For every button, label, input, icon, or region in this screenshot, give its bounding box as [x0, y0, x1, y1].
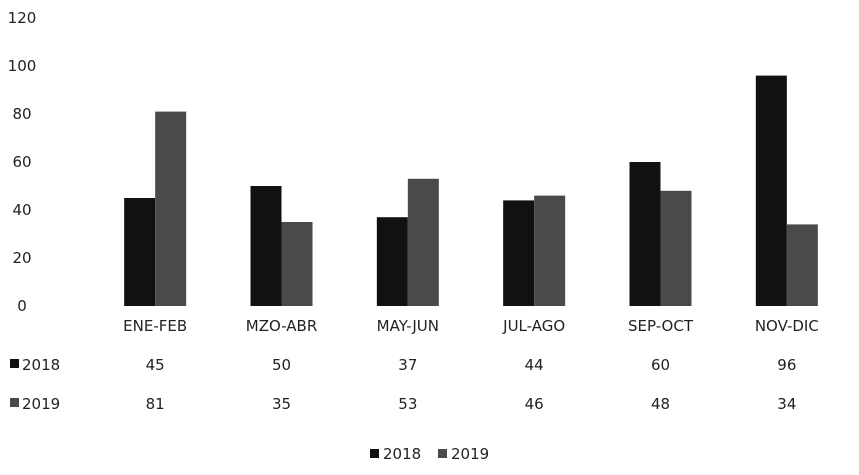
x-category-label: MZO-ABR: [246, 317, 318, 335]
x-category-label: NOV-DIC: [755, 317, 819, 335]
legend: 2018 2019: [370, 445, 489, 463]
table-legend-key: [10, 359, 19, 368]
table-value: 96: [777, 356, 796, 374]
bar-2018-may-jun: [376, 217, 408, 306]
table-value: 44: [525, 356, 544, 374]
table-legend-key: [10, 398, 19, 407]
x-axis-labels: ENE-FEB MZO-ABR MAY-JUN JUL-AGO SEP-OCT NOV-D…: [123, 317, 819, 335]
y-tick-label: 120: [8, 9, 37, 27]
y-tick-label: 20: [12, 249, 31, 267]
table-value: 35: [272, 395, 291, 413]
legend-swatch: [370, 449, 379, 458]
table-row-label: 2019: [22, 395, 60, 413]
bar-2018-jul-ago: [503, 200, 535, 306]
table-value: 50: [272, 356, 291, 374]
bar-2019-jul-ago: [534, 195, 566, 306]
legend-swatch: [438, 449, 447, 458]
table-value: 46: [525, 395, 544, 413]
bar-2019-may-jun: [407, 178, 439, 306]
y-tick-label: 100: [8, 57, 37, 75]
bar-2019-nov-dic: [786, 224, 818, 306]
table-value: 48: [651, 395, 670, 413]
y-axis: 0 20 40 60 80 100 120: [8, 9, 37, 315]
x-category-label: SEP-OCT: [628, 317, 694, 335]
bar-2019-mzo-abr: [281, 222, 313, 306]
bar-2019-sep-oct: [660, 190, 692, 306]
y-tick-label: 40: [12, 201, 31, 219]
bar-2018-mzo-abr: [250, 186, 282, 306]
table-value: 34: [777, 395, 796, 413]
table-value: 53: [398, 395, 417, 413]
bar-2018-sep-oct: [629, 162, 661, 306]
table-value: 60: [651, 356, 670, 374]
x-category-label: ENE-FEB: [123, 317, 187, 335]
table-value: 37: [398, 356, 417, 374]
bar-2019-ene-feb: [155, 111, 187, 306]
legend-entry: 2019: [451, 445, 489, 463]
table-value: 45: [146, 356, 165, 374]
bar-2018-nov-dic: [755, 75, 787, 306]
y-tick-label: 80: [12, 105, 31, 123]
bars: [124, 75, 818, 306]
y-tick-label: 0: [17, 297, 27, 315]
x-category-label: MAY-JUN: [377, 317, 439, 335]
legend-entry: 2018: [383, 445, 421, 463]
y-tick-label: 60: [12, 153, 31, 171]
bar-2018-ene-feb: [124, 198, 156, 306]
table-row-label: 2018: [22, 356, 60, 374]
table-value: 81: [146, 395, 165, 413]
data-table: 2018 45 50 37 44 60 96 2019 81 35 53 46 48 34: [10, 356, 796, 413]
x-category-label: JUL-AGO: [502, 317, 565, 335]
